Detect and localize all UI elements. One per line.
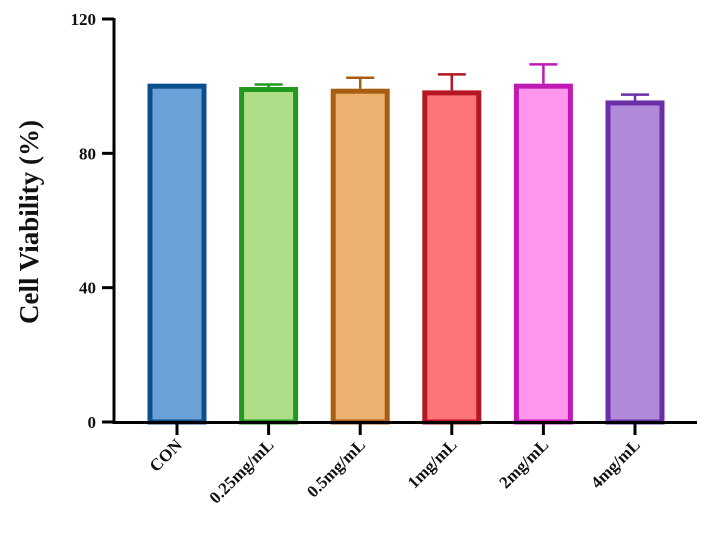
- bar: [147, 83, 207, 425]
- x-category-label: 1mg/mL: [404, 435, 461, 492]
- y-tick-label: 80: [79, 144, 96, 163]
- bar: [513, 83, 573, 425]
- y-tick-label: 120: [71, 10, 97, 29]
- x-category-label: CON: [146, 435, 187, 476]
- y-tick-label: 40: [79, 279, 96, 298]
- x-axis-labels: CON 0.25mg/mL 0.5mg/mL 1mg/mL 2mg/mL 4mg/mL: [146, 422, 644, 507]
- x-category-label: 0.25mg/mL: [206, 435, 278, 507]
- bar: [330, 88, 390, 425]
- y-axis-ticks: 0 40 80 120: [71, 10, 114, 432]
- bars: [147, 63, 665, 425]
- y-axis-title: Cell Viability (%): [14, 120, 44, 324]
- x-category-label: 0.5mg/mL: [303, 435, 369, 501]
- bar: [422, 90, 482, 425]
- x-category-label: 4mg/mL: [587, 435, 644, 492]
- bar: [605, 100, 665, 425]
- bar: [239, 87, 299, 425]
- x-category-label: 2mg/mL: [495, 435, 552, 492]
- y-tick-label: 0: [88, 413, 97, 432]
